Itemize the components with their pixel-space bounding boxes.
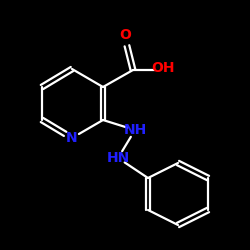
Text: O: O	[119, 28, 131, 42]
Text: OH: OH	[151, 61, 175, 75]
Text: NH: NH	[124, 123, 146, 137]
Text: HN: HN	[106, 151, 130, 165]
Text: N: N	[66, 131, 78, 145]
